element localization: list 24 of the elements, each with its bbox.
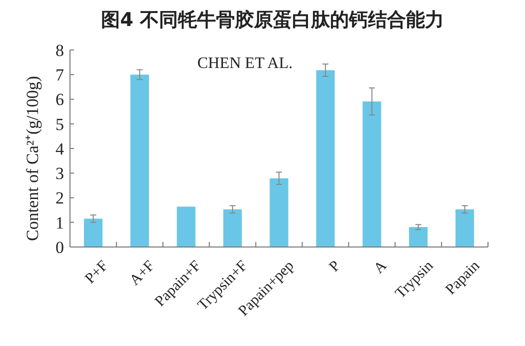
bar: [223, 209, 242, 247]
x-tick-label: P+F: [82, 258, 112, 288]
bar: [409, 227, 428, 247]
y-tick-label: 5: [56, 114, 64, 134]
bar: [455, 209, 474, 247]
chart-title: 图4 不同牦牛骨胶原蛋白肽的钙结合能力: [101, 9, 444, 31]
bar: [316, 70, 335, 247]
y-tick-label: 0: [56, 238, 64, 257]
y-tick-label: 2: [56, 188, 64, 208]
bar: [270, 178, 288, 247]
y-tick-label: 7: [56, 66, 64, 85]
y-tick-label: 4: [56, 139, 64, 158]
y-tick-label: 6: [56, 90, 64, 110]
x-tick-label: A: [371, 258, 390, 277]
y-axis-title: Content of Ca²⁺(g/100g): [23, 76, 42, 242]
y-tick-label: 1: [56, 213, 64, 232]
bar: [130, 74, 149, 247]
bar: [176, 206, 196, 247]
bar: [362, 101, 382, 247]
y-tick-label: 3: [56, 164, 64, 184]
annotation: CHEN ET AL.: [197, 55, 293, 72]
bar: [84, 218, 103, 247]
y-tick-label: 8: [56, 40, 64, 60]
x-tick-label: P: [326, 258, 344, 276]
